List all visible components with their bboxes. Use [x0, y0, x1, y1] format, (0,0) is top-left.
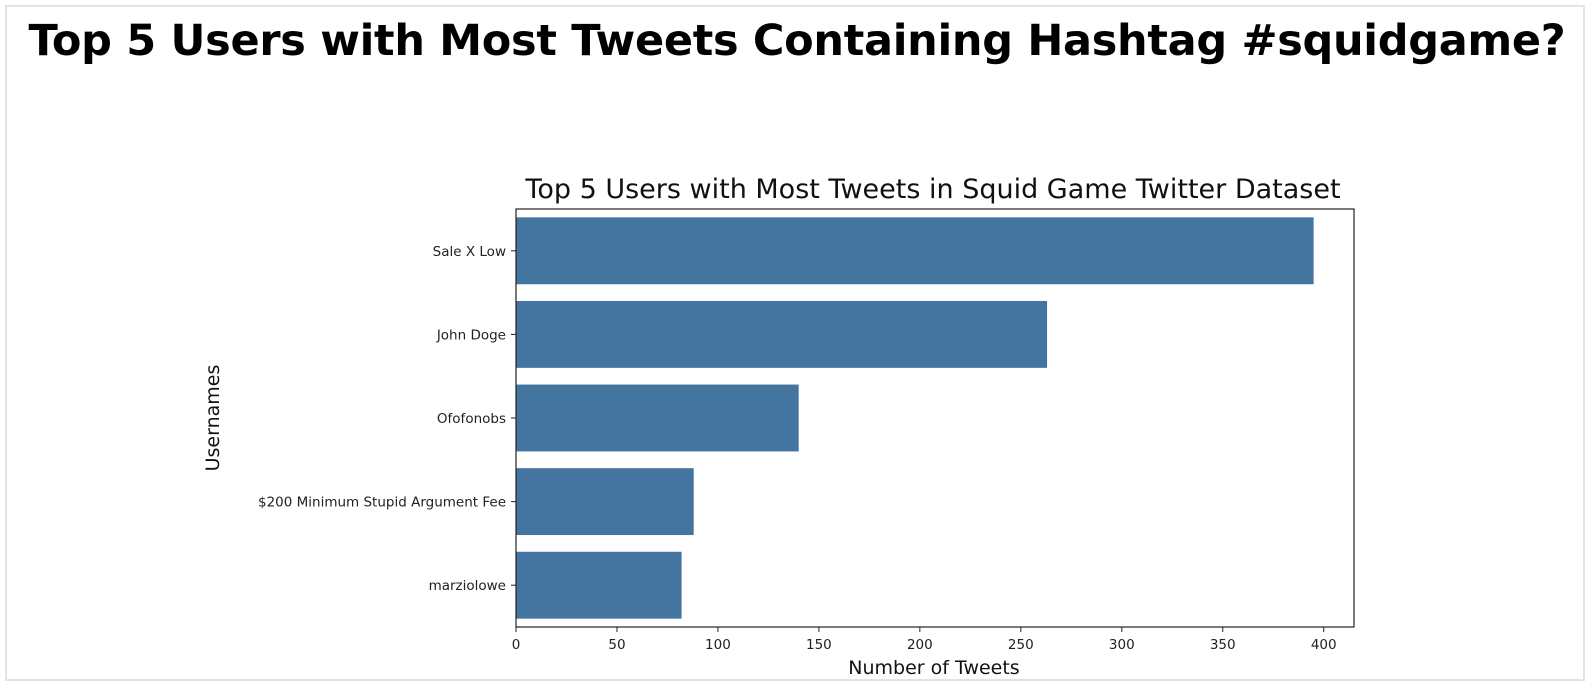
- x-tick-label: 0: [512, 637, 521, 653]
- y-tick-label: Sale X Low: [433, 244, 506, 260]
- x-ticks-group: 0 50 100 150 200 250 300 350 400: [512, 627, 1337, 653]
- x-tick-label: 200: [907, 637, 933, 653]
- bar-1: [516, 300, 1048, 368]
- y-axis-label: Usernames: [202, 365, 224, 472]
- plot-area-frame: [515, 208, 1355, 628]
- y-ticks-group: Sale X Low John Doge Ofofonobs $200 Minimum…: [258, 244, 516, 594]
- x-tick-label: 250: [1008, 637, 1034, 653]
- x-axis-label: Number of Tweets: [848, 657, 1019, 679]
- x-tick-label: 300: [1109, 637, 1135, 653]
- bar-2: [516, 384, 799, 452]
- x-tick-label: 50: [608, 637, 625, 653]
- x-tick-label: 400: [1311, 637, 1337, 653]
- bars-group: [516, 217, 1314, 619]
- y-tick-label: John Doge: [436, 327, 506, 343]
- x-tick-label: 100: [705, 637, 731, 653]
- y-tick-label: marziolowe: [429, 578, 506, 594]
- x-tick-label: 150: [806, 637, 832, 653]
- y-tick-label: Ofofonobs: [437, 411, 506, 427]
- bar-4: [516, 551, 682, 619]
- bar-0: [516, 217, 1314, 285]
- y-tick-label: $200 Minimum Stupid Argument Fee: [258, 495, 506, 511]
- bar-3: [516, 468, 694, 536]
- chart-title: Top 5 Users with Most Tweets in Squid Ga…: [524, 174, 1340, 205]
- x-tick-label: 350: [1210, 637, 1236, 653]
- page-title: Top 5 Users with Most Tweets Containing …: [28, 16, 1566, 66]
